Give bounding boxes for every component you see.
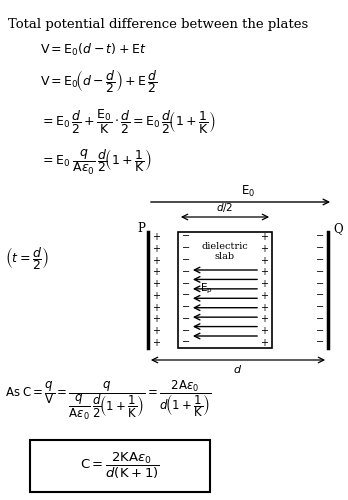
Text: +: + (152, 302, 160, 312)
Text: Q: Q (333, 222, 343, 235)
Text: +: + (152, 279, 160, 289)
Text: $\mathrm{E_p}$: $\mathrm{E_p}$ (200, 282, 213, 296)
Text: −: − (316, 326, 324, 336)
Text: $\left(t = \dfrac{d}{2}\right)$: $\left(t = \dfrac{d}{2}\right)$ (5, 245, 49, 272)
Text: +: + (260, 291, 268, 301)
Text: −: − (316, 280, 324, 288)
Text: +: + (152, 232, 160, 242)
Text: +: + (152, 314, 160, 324)
Text: −: − (182, 338, 190, 347)
Text: −: − (316, 303, 324, 312)
Text: $\mathrm{V = E_0}\!\left(d - \dfrac{d}{2}\right) + \mathrm{E}\,\dfrac{d}{2}$: $\mathrm{V = E_0}\!\left(d - \dfrac{d}{2… (40, 68, 158, 95)
Text: −: − (316, 292, 324, 300)
Text: −: − (182, 268, 190, 277)
Text: −: − (182, 280, 190, 288)
Text: −: − (316, 244, 324, 254)
Text: +: + (152, 338, 160, 348)
Text: +: + (152, 326, 160, 336)
Text: $= \mathrm{E_0}\,\dfrac{d}{2} + \dfrac{\mathrm{E_0}}{\mathrm{K}}\cdot\dfrac{d}{2: $= \mathrm{E_0}\,\dfrac{d}{2} + \dfrac{\… (40, 108, 216, 136)
Text: $= \mathrm{E_0}\;\dfrac{q}{\mathrm{A}\varepsilon_0}\,\dfrac{d}{2}\!\left(1 + \df: $= \mathrm{E_0}\;\dfrac{q}{\mathrm{A}\va… (40, 148, 152, 177)
Text: −: − (182, 315, 190, 324)
Text: $d/2$: $d/2$ (216, 201, 234, 214)
Text: $\mathrm{C} = \dfrac{2\mathrm{K}\mathrm{A}\varepsilon_0}{d(\mathrm{K}+1)}$: $\mathrm{C} = \dfrac{2\mathrm{K}\mathrm{… (80, 451, 160, 481)
Text: +: + (152, 256, 160, 266)
Text: +: + (260, 244, 268, 254)
Text: $\mathrm{As}\;\mathrm{C} = \dfrac{q}{\mathrm{V}} = \dfrac{q}{\dfrac{q}{\mathrm{A: $\mathrm{As}\;\mathrm{C} = \dfrac{q}{\ma… (5, 378, 212, 422)
Text: −: − (316, 256, 324, 265)
Text: +: + (260, 279, 268, 289)
Text: Total potential difference between the plates: Total potential difference between the p… (8, 18, 308, 31)
Text: +: + (152, 291, 160, 301)
Text: +: + (152, 244, 160, 254)
Text: −: − (316, 268, 324, 277)
Text: −: − (316, 232, 324, 241)
Text: −: − (182, 232, 190, 241)
Text: +: + (152, 268, 160, 278)
Text: +: + (260, 268, 268, 278)
Text: +: + (260, 232, 268, 242)
Text: −: − (182, 244, 190, 254)
Text: +: + (260, 326, 268, 336)
Text: −: − (182, 292, 190, 300)
Text: $\mathrm{V = E_0}(d - t) + \mathrm{E}t$: $\mathrm{V = E_0}(d - t) + \mathrm{E}t$ (40, 42, 146, 58)
Text: −: − (182, 326, 190, 336)
Text: +: + (260, 314, 268, 324)
Text: −: − (182, 303, 190, 312)
Text: P: P (137, 222, 145, 235)
Text: dielectric
slab: dielectric slab (201, 242, 248, 262)
Text: −: − (316, 315, 324, 324)
Text: −: − (182, 256, 190, 265)
Bar (30, 440, 210, 492)
Text: +: + (260, 302, 268, 312)
Text: −: − (316, 338, 324, 347)
Bar (178, 232, 272, 348)
Text: $\mathrm{E_0}$: $\mathrm{E_0}$ (241, 184, 255, 199)
Text: +: + (260, 256, 268, 266)
Text: $d$: $d$ (234, 363, 243, 375)
Text: +: + (260, 338, 268, 348)
